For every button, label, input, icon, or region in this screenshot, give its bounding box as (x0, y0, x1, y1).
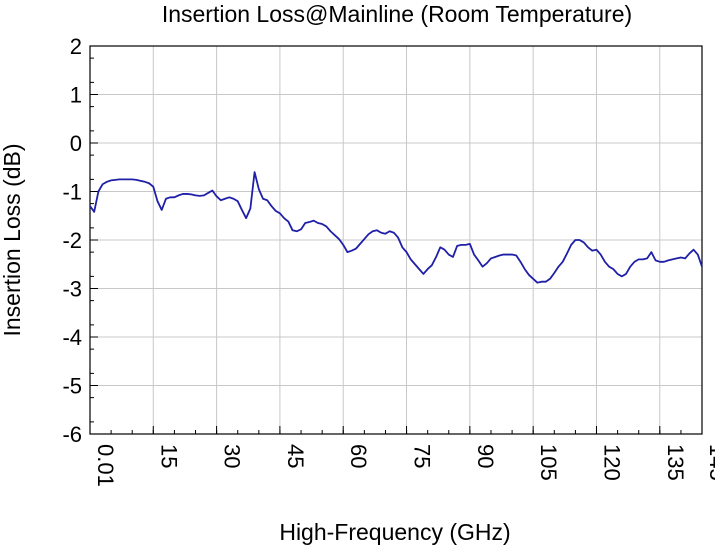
chart-title: Insertion Loss@Mainline (Room Temperatur… (162, 1, 632, 27)
y-tick-label: 1 (70, 83, 82, 108)
x-tick-label: 30 (220, 444, 245, 468)
x-axis-label: High-Frequency (GHz) (279, 519, 510, 545)
grid-lines (89, 45, 703, 435)
y-tick-label: -1 (62, 180, 82, 205)
x-tick-label: 120 (599, 444, 624, 481)
x-tick-label: 145 (705, 444, 715, 481)
x-tick-label: 60 (346, 444, 371, 468)
y-tick-label: 0 (70, 131, 82, 156)
x-tick-label: 105 (536, 444, 561, 481)
y-tick-labels: 2 1 0 -1 -2 -3 -4 -5 -6 (62, 34, 82, 447)
x-tick-label: 135 (663, 444, 688, 481)
y-tick-label: -4 (62, 325, 82, 350)
data-series (89, 171, 703, 284)
x-tick-label: 75 (410, 444, 435, 468)
series-line-0 (89, 171, 703, 284)
plot-frame (89, 45, 703, 435)
axis-ticks (89, 45, 703, 435)
y-tick-label: -5 (62, 374, 82, 399)
x-tick-labels: 0.01 15 30 45 60 75 90 105 120 135 145 (93, 444, 715, 487)
y-tick-label: 2 (70, 34, 82, 59)
y-tick-label: -6 (62, 422, 82, 447)
x-tick-label: 0.01 (93, 444, 118, 487)
y-tick-label: -2 (62, 228, 82, 253)
x-tick-label: 90 (473, 444, 498, 468)
x-tick-label: 15 (156, 444, 181, 468)
y-axis-label: Insertion Loss (dB) (0, 143, 25, 336)
y-tick-label: -3 (62, 277, 82, 302)
x-tick-label: 45 (283, 444, 308, 468)
